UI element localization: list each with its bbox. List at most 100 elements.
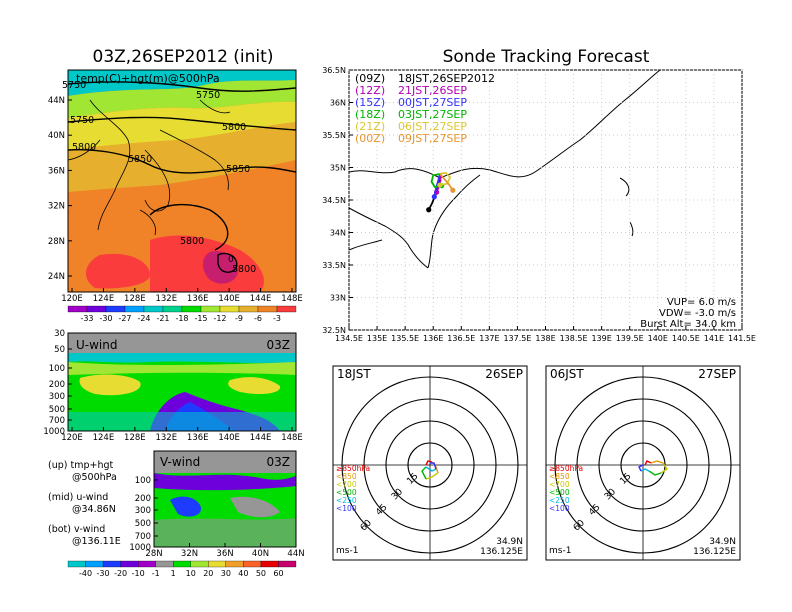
x-tick-label: 138E xyxy=(535,334,555,343)
x-tick-label: 136.5E xyxy=(447,334,475,343)
v-x-tick-label: 36N xyxy=(216,549,233,559)
x-tick-label: 134.5E xyxy=(335,334,363,343)
colorbar-swatch xyxy=(85,560,104,568)
track-end-point xyxy=(431,194,437,200)
legend-time: 06JST,27SEP xyxy=(398,120,467,133)
side-label-bot: (bot) v-wind xyxy=(48,524,105,535)
colorbar-swatch xyxy=(143,305,164,313)
colorbar-label: -3 xyxy=(273,314,281,323)
colorbar-label: 60 xyxy=(273,569,283,578)
tracking-x-ticks: 134.5E 135E 135.5E 136E 136.5E 137E 137.5E 138E… xyxy=(335,326,756,343)
v-y-tick-label: 500 xyxy=(135,519,151,529)
contour-label: 0 xyxy=(228,255,234,265)
lat-label: 34.9N xyxy=(496,537,523,547)
y-tick-label: 34.5N xyxy=(322,196,346,205)
y-tick-label: 36N xyxy=(330,99,346,108)
lon-label: 136.125E xyxy=(693,547,736,557)
ring-label: 15 xyxy=(618,472,633,487)
side-label-bot2: @136.11E xyxy=(72,536,121,547)
side-label-up: (up) tmp+hgt xyxy=(48,460,114,471)
units-label: ms-1 xyxy=(549,546,571,556)
map-y-ticks: 24N 28N 32N 36N 40N 44N xyxy=(48,96,72,282)
colorbar-swatch xyxy=(208,560,226,568)
u-x-tick-label: 120E xyxy=(61,433,83,443)
u-x-tick-label: 128E xyxy=(124,433,146,443)
hodograph-ring xyxy=(407,442,453,488)
colorbar-swatch xyxy=(67,560,86,568)
x-tick-label: 135.5E xyxy=(391,334,419,343)
hodograph-trace xyxy=(660,462,668,474)
colorbar-label: -12 xyxy=(213,314,226,323)
colorbar-label: -9 xyxy=(235,314,243,323)
colorbar-label: -10 xyxy=(132,569,145,578)
contour-label: 5800 xyxy=(232,264,256,275)
v-x-tick-label: 40N xyxy=(252,549,269,559)
colorbar-label: -24 xyxy=(137,314,150,323)
units-label: ms-1 xyxy=(336,546,358,556)
ring-label: 15 xyxy=(405,472,420,487)
colorbar-swatch xyxy=(257,305,278,313)
track-series-line xyxy=(439,171,452,186)
level-label: ≥850hPa xyxy=(336,464,370,473)
y-tick-label: 33.5N xyxy=(322,261,346,270)
u-y-tick-label: 700 xyxy=(49,416,65,426)
lat-label: 34.9N xyxy=(709,537,736,547)
lon-label: 136.125E xyxy=(480,547,523,557)
hodograph-trace xyxy=(650,460,664,464)
u-y-tick-label: 100 xyxy=(49,364,65,374)
contour-label: 5800 xyxy=(222,122,246,133)
colorbar-label: -30 xyxy=(97,569,110,578)
x-tick-label: 141.5E xyxy=(728,334,756,343)
tracking-title: Sonde Tracking Forecast xyxy=(443,47,650,67)
coastlines xyxy=(68,99,231,236)
hodograph-trace xyxy=(638,464,644,472)
colorbar-swatch xyxy=(278,560,297,568)
level-label: <700 xyxy=(549,480,570,489)
legend-time: 00JST,27SEP xyxy=(398,96,467,109)
contour-label: 5850 xyxy=(128,154,152,165)
x-tick-label: 136E xyxy=(423,334,443,343)
v-wind-field xyxy=(154,451,296,547)
tracking-coastlines xyxy=(349,70,661,269)
contour-labels: 5750 5750 5750 5800 5800 5850 5850 5800 … xyxy=(62,80,256,275)
contour-label: 5850 xyxy=(226,164,250,175)
temperature-field xyxy=(68,70,296,292)
u-x-tick-label: 124E xyxy=(93,433,115,443)
tracking-legend: (09Z) 18JST,26SEP2012 (12Z) 21JST,26SEP (15Z… xyxy=(355,72,495,145)
track-series-line xyxy=(433,173,441,197)
hodograph-trace xyxy=(421,466,427,480)
colorbar-label: -27 xyxy=(118,314,131,323)
colorbar-label: -1 xyxy=(152,569,160,578)
colorbar-label: 1 xyxy=(171,569,176,578)
y-tick-label: 32.5N xyxy=(322,326,346,335)
x-tick-label: 140.5E xyxy=(672,334,700,343)
x-tick-label: 139.5E xyxy=(616,334,644,343)
contour-label: 5800 xyxy=(180,236,204,247)
hodograph-time: 18JST xyxy=(337,367,371,381)
colorbar-swatch xyxy=(86,305,107,313)
map-subtitle: temp(C)+hgt(m)@500hPa xyxy=(76,72,220,85)
hodograph-ring xyxy=(554,376,732,554)
panel-sonde-tracking: Sonde Tracking Forecast (09Z) 18JST,26SEP… xyxy=(322,47,756,343)
v-x-tick-label: 44N xyxy=(287,549,304,559)
map-y-tick-label: 44N xyxy=(48,96,65,106)
u-y-tick-label: 200 xyxy=(49,380,65,390)
hodograph-trace xyxy=(425,460,433,466)
level-label: <850 xyxy=(336,472,357,481)
level-label: <250 xyxy=(549,496,570,505)
side-label-up2: @500hPa xyxy=(72,472,117,483)
u-wind-time: 03Z xyxy=(267,338,291,352)
colorbar-label: 40 xyxy=(238,569,248,578)
map-y-tick-label: 24N xyxy=(48,272,65,282)
x-tick-label: 140E xyxy=(648,334,668,343)
colorbar-label: 50 xyxy=(256,569,266,578)
colorbar-swatch xyxy=(67,305,88,313)
y-tick-label: 35.5N xyxy=(322,131,346,140)
colorbar-swatch xyxy=(238,305,259,313)
